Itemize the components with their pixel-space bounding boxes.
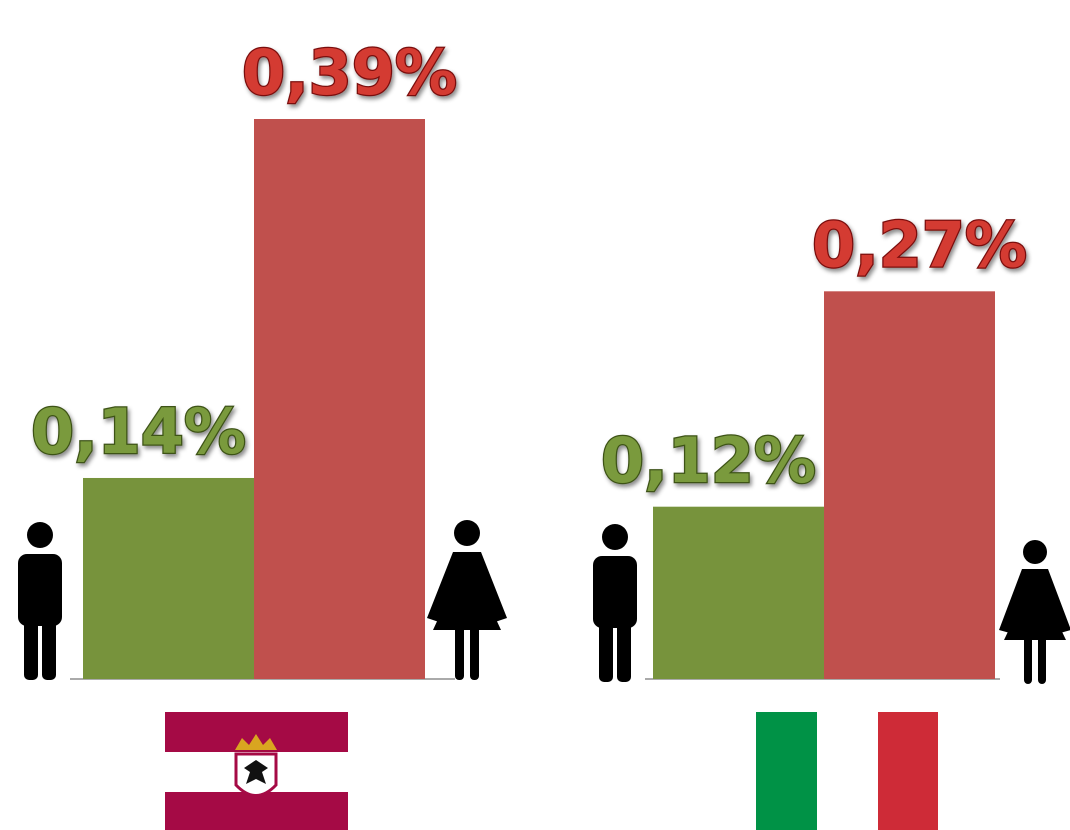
- people-icons: [18, 520, 1070, 684]
- value-label: 0,39%: [242, 36, 457, 109]
- bar: [83, 477, 254, 679]
- trentino-flag: [165, 712, 348, 830]
- woman-icon: [999, 540, 1070, 684]
- value-label: 0,14%: [31, 395, 246, 468]
- woman-icon: [427, 520, 507, 680]
- bar: [824, 291, 995, 679]
- italy-flag: [756, 712, 938, 830]
- man-icon: [593, 524, 637, 682]
- value-label: 0,12%: [601, 424, 816, 497]
- man-icon: [18, 522, 62, 680]
- bar: [254, 119, 425, 679]
- bar: [653, 506, 824, 679]
- value-label: 0,27%: [812, 208, 1027, 281]
